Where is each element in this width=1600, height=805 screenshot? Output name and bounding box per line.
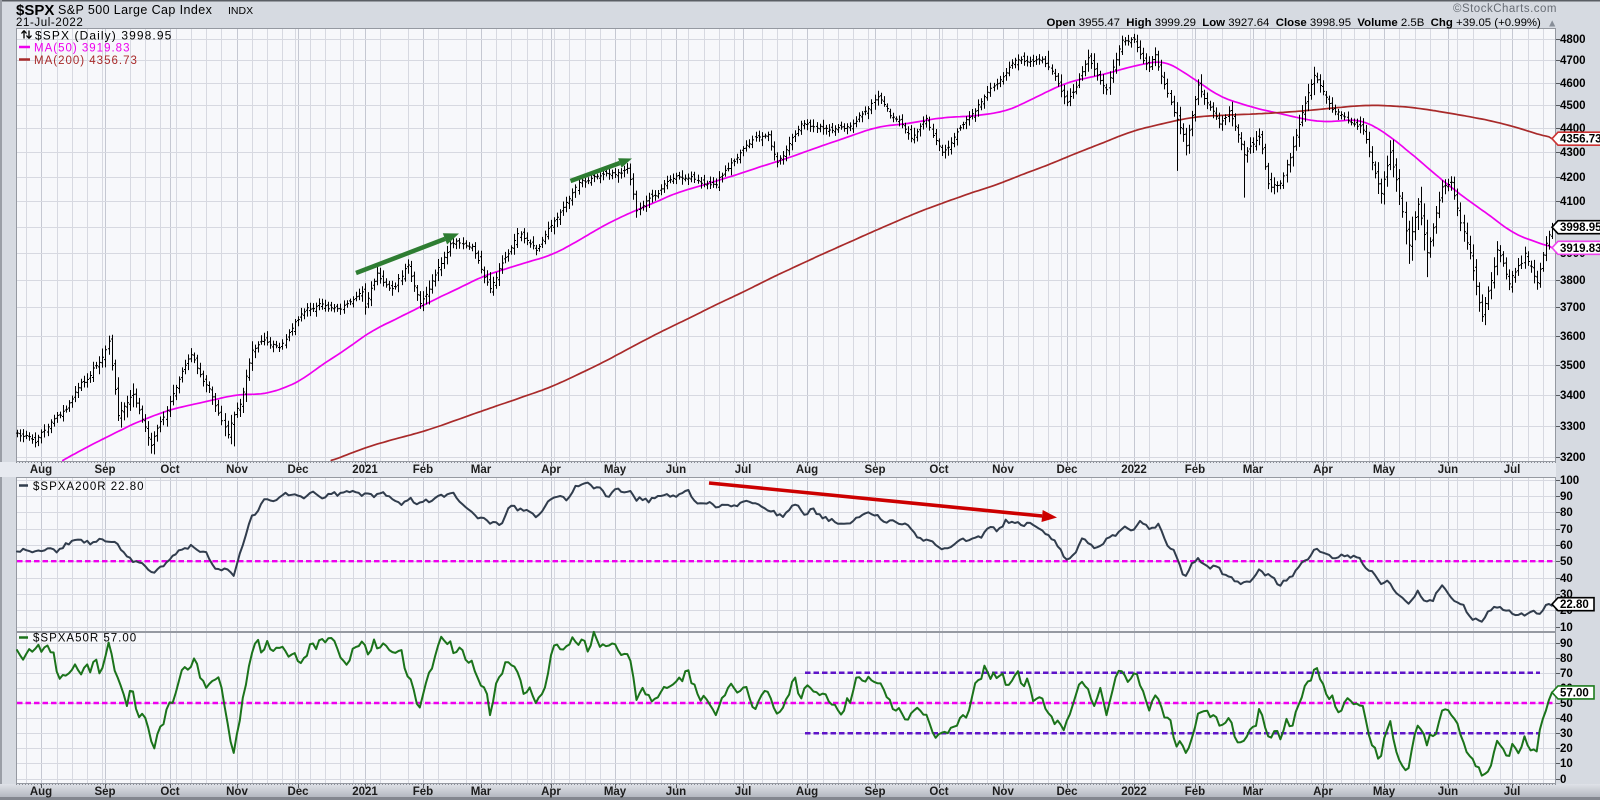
svg-text:Sep: Sep bbox=[864, 786, 885, 798]
svg-text:Mar: Mar bbox=[1243, 464, 1264, 476]
svg-text:Sep: Sep bbox=[94, 786, 115, 798]
svg-text:$SPX (Daily) 3998.95: $SPX (Daily) 3998.95 bbox=[35, 29, 172, 43]
svg-text:4800: 4800 bbox=[1560, 34, 1586, 46]
svg-text:30: 30 bbox=[1560, 728, 1573, 740]
svg-text:Apr: Apr bbox=[1313, 786, 1333, 798]
svg-text:10: 10 bbox=[1560, 758, 1573, 770]
svg-text:May: May bbox=[604, 464, 627, 476]
svg-text:3200: 3200 bbox=[1560, 452, 1586, 464]
svg-text:Apr: Apr bbox=[541, 786, 561, 798]
svg-text:Feb: Feb bbox=[1185, 786, 1205, 798]
svg-text:MA(50) 3919.83: MA(50) 3919.83 bbox=[34, 43, 130, 55]
svg-text:Feb: Feb bbox=[1185, 464, 1205, 476]
svg-text:3998.95: 3998.95 bbox=[1560, 222, 1600, 234]
svg-text:70: 70 bbox=[1560, 668, 1573, 680]
svg-text:Jun: Jun bbox=[1438, 786, 1458, 798]
svg-text:Nov: Nov bbox=[992, 464, 1014, 476]
svg-text:Dec: Dec bbox=[287, 464, 309, 476]
svg-text:2021: 2021 bbox=[352, 464, 378, 476]
svg-text:4200: 4200 bbox=[1560, 172, 1586, 184]
svg-text:80: 80 bbox=[1560, 653, 1573, 665]
svg-text:3700: 3700 bbox=[1560, 302, 1586, 314]
svg-text:Sep: Sep bbox=[94, 464, 115, 476]
svg-text:3800: 3800 bbox=[1560, 275, 1586, 287]
svg-text:80: 80 bbox=[1560, 507, 1573, 519]
svg-text:3500: 3500 bbox=[1560, 360, 1586, 372]
svg-text:3919.83: 3919.83 bbox=[1560, 243, 1600, 255]
svg-text:4500: 4500 bbox=[1560, 100, 1586, 112]
svg-text:©StockCharts.com: ©StockCharts.com bbox=[1453, 3, 1557, 15]
svg-text:2022: 2022 bbox=[1121, 464, 1147, 476]
svg-text:Jun: Jun bbox=[666, 786, 686, 798]
svg-text:Dec: Dec bbox=[1056, 464, 1078, 476]
svg-text:2022: 2022 bbox=[1121, 786, 1147, 798]
svg-text:4700: 4700 bbox=[1560, 55, 1586, 67]
svg-text:Feb: Feb bbox=[413, 464, 433, 476]
svg-text:Nov: Nov bbox=[226, 786, 248, 798]
svg-text:0: 0 bbox=[1560, 774, 1566, 786]
svg-text:Oct: Oct bbox=[929, 786, 948, 798]
svg-text:3300: 3300 bbox=[1560, 421, 1586, 433]
svg-text:May: May bbox=[604, 786, 627, 798]
svg-text:Oct: Oct bbox=[160, 786, 179, 798]
svg-text:Nov: Nov bbox=[226, 464, 248, 476]
svg-text:Aug: Aug bbox=[30, 786, 52, 798]
svg-text:Jul: Jul bbox=[735, 464, 752, 476]
svg-text:$SPX: $SPX bbox=[16, 2, 54, 19]
svg-text:Aug: Aug bbox=[30, 464, 52, 476]
svg-text:4356.73: 4356.73 bbox=[1560, 134, 1600, 146]
svg-text:4600: 4600 bbox=[1560, 78, 1586, 90]
svg-text:57.00: 57.00 bbox=[1560, 687, 1589, 699]
svg-text:70: 70 bbox=[1560, 524, 1573, 536]
svg-text:3600: 3600 bbox=[1560, 331, 1586, 343]
svg-text:Mar: Mar bbox=[1243, 786, 1264, 798]
svg-text:Aug: Aug bbox=[796, 786, 818, 798]
svg-text:$SPXA200R 22.80: $SPXA200R 22.80 bbox=[33, 481, 145, 493]
svg-text:Open 3955.47 High 3999.29 Lo: Open 3955.47 High 3999.29 Low 3927.64 Cl… bbox=[1046, 17, 1544, 29]
svg-text:Jul: Jul bbox=[735, 786, 752, 798]
svg-text:Jul: Jul bbox=[1504, 464, 1521, 476]
svg-text:Aug: Aug bbox=[796, 464, 818, 476]
svg-text:Nov: Nov bbox=[992, 786, 1014, 798]
svg-text:40: 40 bbox=[1560, 573, 1573, 585]
svg-text:21-Jul-2022: 21-Jul-2022 bbox=[16, 17, 83, 29]
svg-text:MA(200) 4356.73: MA(200) 4356.73 bbox=[34, 55, 138, 67]
svg-text:Sep: Sep bbox=[864, 464, 885, 476]
svg-text:▲: ▲ bbox=[1547, 18, 1557, 30]
svg-text:10: 10 bbox=[1560, 622, 1573, 634]
svg-text:Oct: Oct bbox=[929, 464, 948, 476]
svg-text:4300: 4300 bbox=[1560, 147, 1586, 159]
svg-text:Jul: Jul bbox=[1504, 786, 1521, 798]
svg-text:Dec: Dec bbox=[1056, 786, 1078, 798]
svg-text:Apr: Apr bbox=[541, 464, 561, 476]
svg-text:Jun: Jun bbox=[666, 464, 686, 476]
svg-text:100: 100 bbox=[1560, 475, 1579, 487]
svg-text:50: 50 bbox=[1560, 556, 1573, 568]
svg-text:Oct: Oct bbox=[160, 464, 179, 476]
svg-text:May: May bbox=[1373, 786, 1396, 798]
svg-text:90: 90 bbox=[1560, 638, 1573, 650]
svg-text:2021: 2021 bbox=[352, 786, 378, 798]
svg-text:S&P 500 Large Cap Index: S&P 500 Large Cap Index bbox=[58, 3, 213, 17]
svg-text:$SPXA50R 57.00: $SPXA50R 57.00 bbox=[33, 633, 137, 645]
svg-text:May: May bbox=[1373, 464, 1396, 476]
svg-text:Apr: Apr bbox=[1313, 464, 1333, 476]
svg-text:40: 40 bbox=[1560, 713, 1573, 725]
svg-text:4100: 4100 bbox=[1560, 196, 1586, 208]
svg-text:Mar: Mar bbox=[471, 464, 492, 476]
svg-text:Mar: Mar bbox=[471, 786, 492, 798]
svg-text:3400: 3400 bbox=[1560, 390, 1586, 402]
svg-text:20: 20 bbox=[1560, 743, 1573, 755]
svg-text:Feb: Feb bbox=[413, 786, 433, 798]
svg-text:22.80: 22.80 bbox=[1560, 599, 1589, 611]
svg-text:50: 50 bbox=[1560, 698, 1573, 710]
svg-text:60: 60 bbox=[1560, 540, 1573, 552]
svg-text:Jun: Jun bbox=[1438, 464, 1458, 476]
svg-text:90: 90 bbox=[1560, 491, 1573, 503]
svg-text:INDX: INDX bbox=[228, 5, 253, 17]
svg-text:Dec: Dec bbox=[287, 786, 309, 798]
